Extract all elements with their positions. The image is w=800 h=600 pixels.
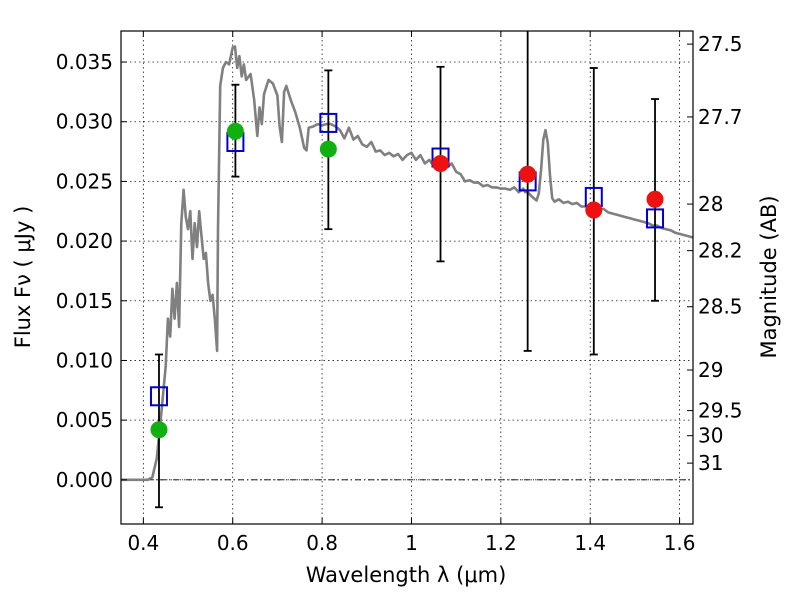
- right-tick-label-5: 29: [698, 358, 723, 382]
- x-axis-title: Wavelength λ (μm): [306, 563, 507, 587]
- right-tick-label-4: 28.5: [698, 295, 743, 319]
- error-bars: [154, 31, 660, 509]
- model-box-0: [149, 386, 168, 407]
- y-axis-ticks: 0.000 0.005 0.010 0.015 0.020 0.025 0.030 0.035: [56, 50, 127, 492]
- x-tick-label-3: 1: [405, 531, 418, 555]
- observed-point-6: [646, 190, 664, 208]
- y-axis-title: Flux Fν ( μJy ): [11, 206, 35, 349]
- y-tick-label-1: 0.005: [56, 408, 113, 432]
- right-axis-ticks: 27.5 27.7 28 28.2 28.5 29 29.530 31: [687, 32, 743, 475]
- observed-point-4: [519, 165, 537, 183]
- y-tick-label-3: 0.015: [56, 289, 113, 313]
- template-line: [121, 45, 694, 482]
- right-tick-label-0: 27.5: [698, 32, 743, 56]
- observed-point-0: [150, 421, 168, 439]
- y-tick-label-4: 0.020: [56, 229, 113, 253]
- x-tick-label-5: 1.4: [574, 531, 606, 555]
- observed-point-5: [585, 201, 603, 219]
- right-axis-title: Magnitude (AB): [757, 195, 781, 358]
- observed-point-3: [432, 155, 450, 173]
- y-tick-label-6: 0.030: [56, 110, 113, 134]
- model-band-boxes: [149, 112, 665, 407]
- x-tick-label-4: 1.2: [485, 531, 517, 555]
- y-tick-label-0: 0.000: [56, 468, 113, 492]
- right-tick-label-6: 29.5: [698, 399, 743, 423]
- x-tick-label-0: 0.4: [127, 531, 159, 555]
- y-tick-label-5: 0.025: [56, 169, 113, 193]
- right-tick-label-7: 30: [698, 424, 723, 448]
- x-axis-ticks: 0.4 0.6 0.8 1 1.2 1.4 1.6: [127, 31, 696, 555]
- model-box-2: [319, 112, 338, 133]
- observed-point-2: [319, 140, 337, 158]
- y-tick-label-7: 0.035: [56, 50, 113, 74]
- plot-frame: [120, 30, 694, 525]
- template-spectrum: [121, 45, 694, 482]
- x-tick-label-1: 0.6: [217, 531, 249, 555]
- right-tick-label-2: 28: [698, 192, 723, 216]
- observed-points: [150, 122, 664, 439]
- right-tick-label-3: 28.2: [698, 239, 743, 263]
- observed-point-1: [226, 122, 244, 140]
- x-tick-label-6: 1.6: [664, 531, 696, 555]
- model-box-6: [646, 208, 665, 229]
- right-tick-label-8: 31: [698, 451, 723, 475]
- right-tick-label-1: 27.7: [698, 105, 743, 129]
- y-tick-label-2: 0.010: [56, 348, 113, 372]
- x-tick-label-2: 0.8: [306, 531, 338, 555]
